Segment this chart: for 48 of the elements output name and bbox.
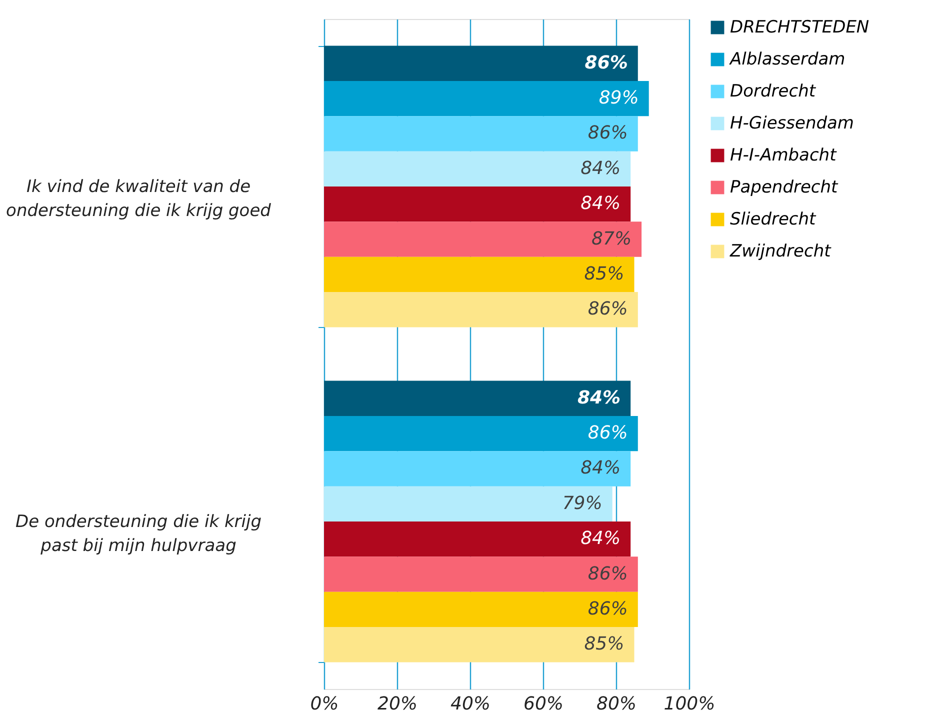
x-tick-label: 60%	[523, 694, 564, 714]
bar	[324, 522, 631, 557]
bar	[324, 416, 638, 452]
legend-label: Alblasserdam	[729, 50, 846, 70]
bar	[324, 451, 631, 486]
bar	[324, 186, 631, 222]
data-label: 79%	[562, 492, 602, 514]
x-tick-label: 40%	[450, 694, 491, 714]
bar	[324, 46, 638, 81]
data-label: 84%	[580, 158, 621, 179]
bar	[324, 222, 642, 257]
data-label: 86%	[588, 298, 628, 320]
data-label: 84%	[580, 528, 621, 550]
bar	[324, 151, 631, 186]
x-tick-label: 20%	[377, 694, 418, 714]
bar	[324, 80, 649, 116]
legend-label: Papendrecht	[730, 178, 840, 198]
bar	[324, 592, 638, 628]
data-label: 85%	[584, 634, 624, 655]
data-label: 86%	[588, 598, 628, 620]
bar	[324, 486, 612, 522]
legend-label: Zwijndrecht	[729, 242, 832, 262]
y-tick-label: De ondersteuning die ik krijg past bij mijn hulpvraag	[15, 512, 262, 556]
legend-label: DRECHTSTEDEN	[730, 18, 870, 38]
data-label: 86%	[588, 122, 628, 144]
data-label: 85%	[584, 263, 624, 284]
bar	[324, 292, 638, 328]
x-tick-label: 100%	[664, 694, 716, 714]
data-label: 84%	[578, 387, 621, 408]
bar	[324, 256, 634, 292]
y-tick-label: Ik vind de kwaliteit van de ondersteuning die ik krijg goed	[6, 177, 272, 221]
bar	[324, 380, 631, 416]
legend-label: Dordrecht	[730, 82, 817, 102]
x-tick-label: 80%	[596, 694, 637, 714]
bar	[324, 556, 638, 592]
legend-label: H-Giessendam	[730, 114, 854, 134]
bar	[324, 627, 634, 662]
data-label: 86%	[588, 422, 628, 444]
legend-label: Sliedrecht	[730, 210, 818, 230]
data-label: 86%	[588, 563, 628, 584]
data-label: 86%	[584, 52, 628, 74]
bar	[324, 116, 638, 152]
data-label: 84%	[580, 458, 621, 479]
x-tick-label: 0%	[310, 694, 339, 714]
data-label: 84%	[580, 193, 621, 214]
legend-label: H-I-Ambacht	[730, 146, 838, 166]
data-label: 89%	[598, 88, 639, 109]
data-label: 87%	[592, 228, 632, 250]
